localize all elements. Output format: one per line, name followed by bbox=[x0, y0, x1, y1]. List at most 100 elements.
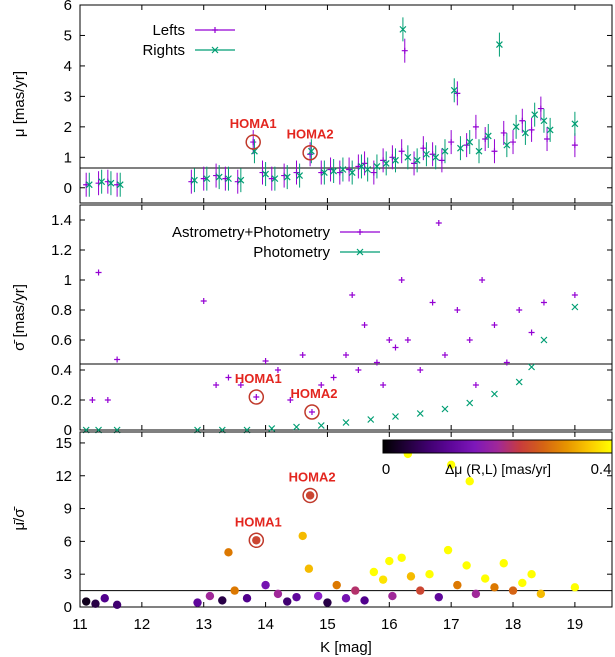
data-point bbox=[370, 169, 377, 176]
data-point bbox=[466, 337, 473, 343]
data-point bbox=[499, 559, 508, 568]
data-point bbox=[339, 166, 347, 173]
annotation-label: HOMA1 bbox=[235, 514, 282, 529]
x-tick-label: 12 bbox=[134, 616, 151, 633]
data-point bbox=[252, 536, 261, 545]
data-point bbox=[386, 337, 393, 343]
legend-marker bbox=[212, 27, 218, 33]
colorbar-tick-label: 0 bbox=[382, 461, 390, 478]
data-point bbox=[222, 175, 229, 182]
data-point bbox=[508, 586, 518, 595]
x-tick-label: 16 bbox=[381, 616, 398, 633]
data-point bbox=[313, 591, 323, 601]
data-point bbox=[443, 545, 453, 555]
data-point bbox=[224, 548, 233, 557]
data-point bbox=[416, 410, 424, 417]
data-point bbox=[540, 336, 548, 344]
data-point bbox=[85, 181, 93, 189]
data-point bbox=[95, 269, 102, 276]
data-point bbox=[380, 382, 387, 388]
data-point bbox=[330, 167, 338, 175]
data-point bbox=[406, 572, 416, 581]
data-point bbox=[296, 172, 304, 180]
highlight-circle bbox=[304, 404, 320, 420]
data-point bbox=[537, 105, 544, 112]
data-point bbox=[544, 136, 551, 143]
data-point bbox=[283, 597, 292, 606]
data-point bbox=[308, 409, 315, 415]
data-point bbox=[495, 41, 503, 49]
data-point bbox=[453, 580, 462, 590]
data-point bbox=[475, 147, 483, 155]
data-point bbox=[457, 144, 464, 152]
data-point bbox=[435, 220, 442, 226]
data-point bbox=[274, 367, 281, 373]
annotation-label: HOMA2 bbox=[291, 386, 338, 401]
annotation-label: HOMA1 bbox=[235, 371, 282, 386]
data-point bbox=[253, 394, 260, 400]
data-point bbox=[273, 589, 283, 599]
annotation-label: HOMA1 bbox=[230, 116, 277, 131]
legend-label: Rights bbox=[142, 42, 185, 59]
annotation-label: HOMA2 bbox=[289, 469, 336, 484]
data-point bbox=[392, 156, 399, 164]
data-point bbox=[398, 148, 405, 155]
data-point bbox=[518, 578, 527, 588]
data-point bbox=[422, 150, 430, 158]
data-point bbox=[191, 176, 198, 184]
highlight-circle bbox=[245, 134, 261, 150]
colorbar bbox=[382, 439, 613, 454]
data-point bbox=[292, 592, 301, 602]
data-point bbox=[397, 553, 406, 562]
y-tick-label: 5 bbox=[64, 27, 72, 44]
highlight-circle bbox=[302, 144, 318, 161]
y-tick-label: 0.2 bbox=[51, 392, 72, 409]
data-point bbox=[287, 397, 294, 403]
data-point bbox=[503, 141, 511, 149]
data-point bbox=[466, 138, 474, 146]
legend-marker bbox=[211, 46, 219, 54]
y-tick-label: 0 bbox=[64, 180, 72, 197]
y-tick-label: 1.2 bbox=[51, 242, 72, 259]
data-point bbox=[298, 531, 307, 541]
data-point bbox=[441, 405, 449, 413]
data-point bbox=[392, 344, 399, 351]
data-point bbox=[401, 47, 408, 54]
data-point bbox=[380, 157, 387, 164]
y-tick-label: 0 bbox=[64, 599, 72, 616]
y-axis-label: σ̄ [mas/yr] bbox=[11, 284, 28, 351]
y-axis-label: μ̄/σ̄ bbox=[11, 506, 28, 530]
data-point bbox=[89, 397, 96, 403]
data-point bbox=[536, 589, 546, 599]
data-point bbox=[472, 123, 479, 130]
data-point bbox=[438, 157, 445, 164]
plot-frame bbox=[79, 4, 613, 204]
data-point bbox=[116, 181, 124, 189]
data-point bbox=[318, 382, 325, 388]
data-point bbox=[420, 145, 427, 152]
data-point bbox=[378, 575, 388, 584]
plot-frame bbox=[79, 204, 613, 431]
data-point bbox=[230, 586, 239, 595]
y-tick-label: 4 bbox=[64, 58, 72, 75]
data-point bbox=[304, 564, 314, 573]
x-axis-label: K [mag] bbox=[320, 639, 372, 656]
highlight-circle bbox=[248, 389, 265, 405]
highlight-circle bbox=[248, 532, 265, 549]
data-point bbox=[237, 176, 245, 184]
data-point bbox=[571, 303, 579, 311]
data-point bbox=[472, 382, 479, 388]
legend-label: Photometry bbox=[253, 244, 330, 261]
x-tick-label: 14 bbox=[257, 616, 274, 633]
y-tick-label: 3 bbox=[64, 88, 72, 105]
data-point bbox=[341, 594, 351, 603]
data-point bbox=[417, 367, 424, 373]
data-point bbox=[510, 139, 517, 146]
data-point bbox=[355, 163, 362, 170]
y-tick-label: 6 bbox=[64, 0, 72, 14]
y-tick-label: 0.4 bbox=[51, 362, 72, 379]
data-point bbox=[205, 591, 215, 601]
data-point bbox=[343, 352, 349, 358]
panel-middle: 0 0.2 0.4 0.6 0.8 1 1.2 1.4 σ̄ [mas/yr] Astrometr… bbox=[11, 204, 613, 439]
